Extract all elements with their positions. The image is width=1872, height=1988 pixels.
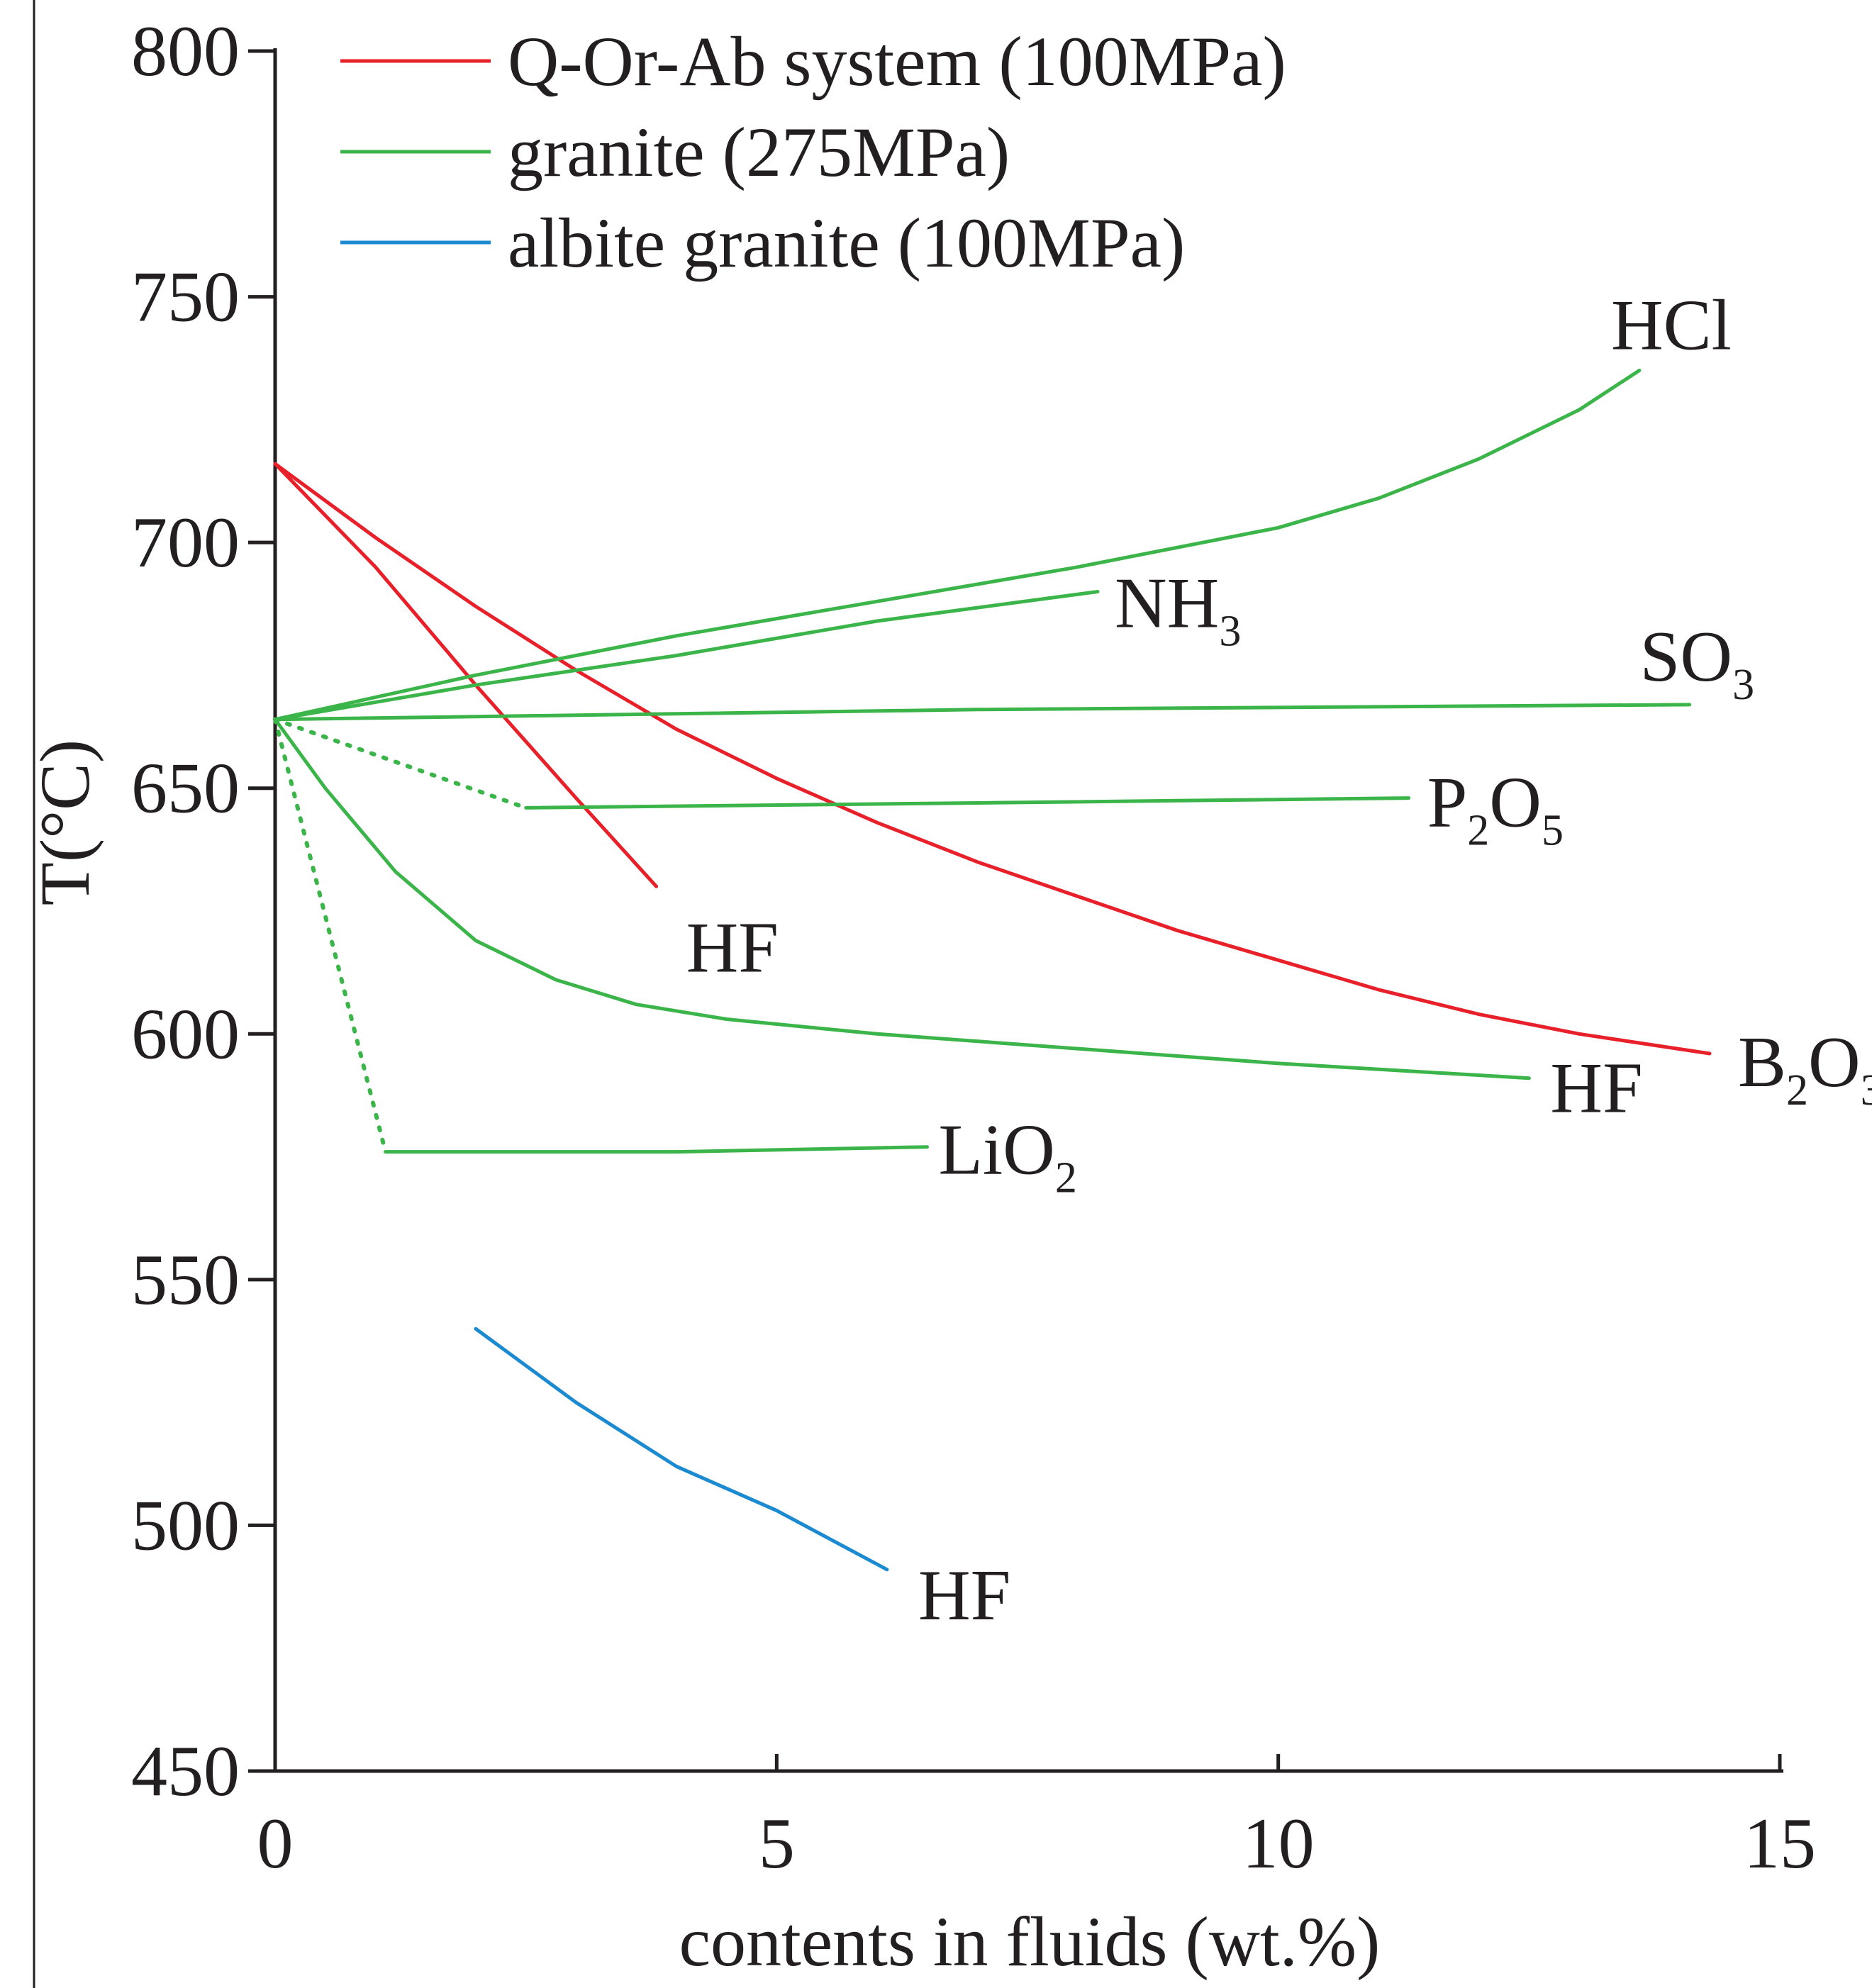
y-tick-label-750: 750 xyxy=(131,257,240,337)
x-tick-label-15: 15 xyxy=(1744,1804,1816,1884)
curve-labels: HF B2O3 HCl NH3 SO3 P2O5 HF LiO2 HF xyxy=(686,286,1872,1636)
y-tick-label-600: 600 xyxy=(131,994,240,1074)
y-tick-label-450: 450 xyxy=(131,1731,240,1811)
curve-label-granite-275mpa-hcl-2: HCl xyxy=(1611,286,1732,366)
curve-label-q-or-ab-system-100mpa-b2o3-1: B2O3 xyxy=(1738,1022,1872,1115)
x-ticks: 0 5 10 15 xyxy=(257,1754,1816,1884)
y-tick-label-550: 550 xyxy=(131,1240,240,1320)
x-tick-label-5: 5 xyxy=(759,1804,795,1884)
curve-label-albite-granite-100mpa-hf-8: HF xyxy=(918,1556,1010,1636)
curve-label-granite-275mpa-nh3-3: NH3 xyxy=(1115,563,1241,655)
axes xyxy=(273,48,1783,1773)
x-tick-label-0: 0 xyxy=(257,1804,294,1884)
legend-label-albite-granite-100mpa: albite granite (100MPa) xyxy=(508,203,1185,282)
curve-label-granite-275mpa-lio2-7: LiO2 xyxy=(939,1110,1077,1202)
curve-granite-275mpa-p2o5-5 xyxy=(524,796,1411,810)
curve-granite-275mpa-lio2-7 xyxy=(384,1145,929,1154)
legend-label-q-or-ab-system-100mpa: Q-Or-Ab system (100MPa) xyxy=(508,22,1286,101)
curve-albite-granite-100mpa-hf-8 xyxy=(474,1327,889,1572)
curve-q-or-ab-system-100mpa-hf-0 xyxy=(273,462,659,888)
curve-granite-275mpa-hf-6 xyxy=(273,717,1531,1080)
y-tick-label-700: 700 xyxy=(131,503,240,583)
y-axis-title: T(°C) xyxy=(26,739,104,905)
curve-granite-275mpa-nh3-3 xyxy=(273,590,1100,722)
legend: Q-Or-Ab system (100MPa) granite (275MPa) a… xyxy=(340,22,1286,282)
curve-q-or-ab-system-100mpa-b2o3-1 xyxy=(273,462,1712,1056)
curve-lead-granite-275mpa-lio2-7 xyxy=(273,717,388,1154)
curve-granite-275mpa-so3-4 xyxy=(273,703,1692,722)
curve-label-granite-275mpa-p2o5-5: P2O5 xyxy=(1427,763,1564,855)
y-tick-label-650: 650 xyxy=(131,749,240,829)
curve-label-granite-275mpa-hf-6: HF xyxy=(1550,1049,1642,1129)
curve-label-granite-275mpa-so3-4: SO3 xyxy=(1640,617,1754,709)
curves xyxy=(273,369,1712,1572)
legend-label-granite-275mpa: granite (275MPa) xyxy=(508,113,1010,191)
x-tick-label-10: 10 xyxy=(1242,1804,1315,1884)
curve-granite-275mpa-hcl-2 xyxy=(273,369,1642,722)
y-tick-label-800: 800 xyxy=(131,11,240,91)
x-axis-title: contents in fluids (wt.%) xyxy=(679,1902,1381,1981)
y-tick-label-500: 500 xyxy=(131,1485,240,1565)
y-ticks: 450 500 550 600 650 700 750 800 xyxy=(131,11,275,1811)
curve-lead-granite-275mpa-p2o5-5 xyxy=(273,717,528,810)
curve-label-q-or-ab-system-100mpa-hf-0: HF xyxy=(686,908,779,988)
